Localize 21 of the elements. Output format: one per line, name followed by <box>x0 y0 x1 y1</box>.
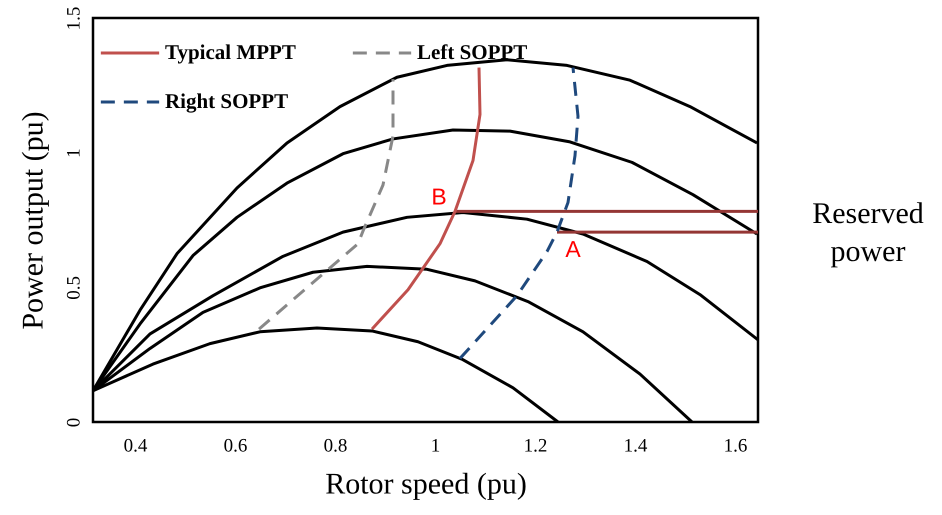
legend-label: Right SOPPT <box>165 89 288 113</box>
line-series <box>458 66 580 360</box>
annotation: A <box>565 236 582 262</box>
x-axis-title: Rotor speed (pu) <box>325 468 527 500</box>
y-tick-label: 1.5 <box>64 6 84 30</box>
x-tick-label: 1.4 <box>624 436 648 456</box>
legend-label: Left SOPPT <box>417 40 528 64</box>
line-series <box>370 66 482 331</box>
x-tick-label: 1.6 <box>724 436 748 456</box>
y-tick-label: 0.5 <box>64 276 84 300</box>
text: Reserved power <box>812 197 924 268</box>
x-tick-label: 0.4 <box>124 436 148 456</box>
x-tick-label: 1 <box>430 436 440 456</box>
x-tick-label: 0.8 <box>324 436 348 456</box>
y-axis-title: Power output (pu) <box>16 111 50 330</box>
y-tick-label: 1 <box>64 148 84 158</box>
x-tick-label: 1.2 <box>524 436 548 456</box>
y-tick-label: 0 <box>64 418 84 428</box>
legend-label: Typical MPPT <box>165 40 296 64</box>
annotation: B <box>431 183 447 210</box>
x-tick-label: 0.6 <box>224 436 248 456</box>
